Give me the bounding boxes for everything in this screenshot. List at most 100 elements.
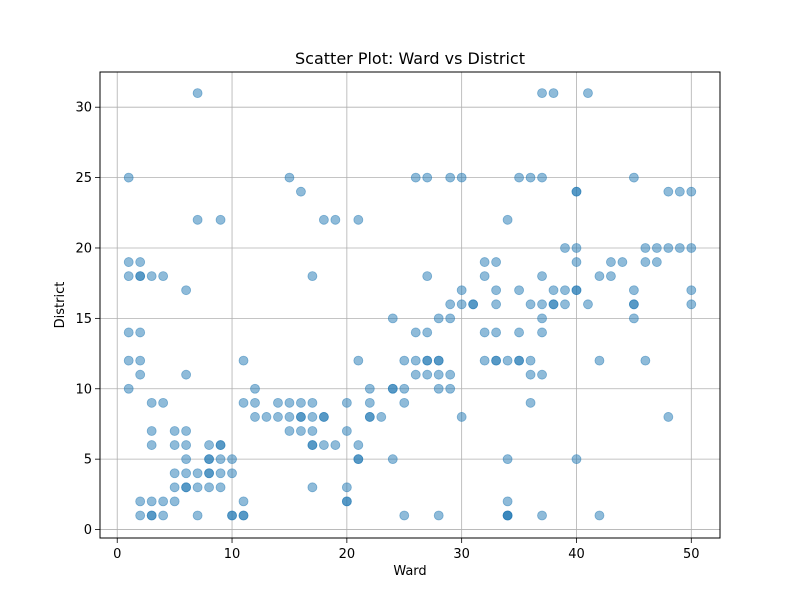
scatter-point — [169, 496, 180, 507]
scatter-point — [548, 285, 559, 296]
scatter-point — [158, 271, 169, 282]
scatter-point — [628, 299, 639, 310]
data-points — [123, 88, 697, 521]
scatter-point — [158, 397, 169, 408]
scatter-point — [353, 214, 364, 225]
scatter-point — [135, 355, 146, 366]
scatter-point — [181, 369, 192, 380]
scatter-point — [583, 299, 593, 310]
scatter-point — [284, 172, 295, 183]
scatter-point — [181, 440, 192, 450]
scatter-point — [674, 186, 685, 197]
scatter-point — [123, 172, 134, 183]
scatter-point — [456, 285, 467, 296]
y-tick-label: 5 — [84, 453, 92, 468]
scatter-point — [307, 426, 318, 436]
scatter-point — [525, 369, 536, 380]
scatter-point — [537, 313, 547, 324]
scatter-point — [640, 257, 651, 267]
scatter-point — [410, 369, 421, 380]
scatter-point — [238, 496, 249, 507]
axis-ticks: 0 10 20 30 40 50 0 5 10 15 20 25 30 — [75, 101, 699, 562]
scatter-point — [502, 510, 513, 521]
scatter-point — [227, 454, 237, 465]
scatter-point — [307, 440, 318, 450]
scatter-point — [456, 172, 467, 183]
scatter-point — [571, 186, 582, 197]
scatter-point — [135, 327, 146, 338]
scatter-point — [491, 299, 502, 310]
scatter-point — [341, 426, 352, 436]
scatter-point — [192, 510, 203, 521]
scatter-point — [123, 327, 134, 338]
scatter-point — [525, 172, 536, 183]
scatter-point — [640, 355, 651, 366]
scatter-point — [571, 454, 582, 465]
scatter-point — [433, 313, 444, 324]
scatter-point — [422, 369, 433, 380]
scatter-point — [169, 482, 180, 493]
scatter-point — [135, 257, 146, 267]
scatter-point — [123, 271, 134, 282]
scatter-point — [135, 271, 146, 282]
scatter-point — [491, 327, 502, 338]
scatter-point — [548, 88, 559, 99]
scatter-point — [146, 271, 157, 282]
scatter-point — [456, 299, 467, 310]
scatter-point — [399, 355, 410, 366]
x-tick-label: 30 — [453, 547, 470, 562]
scatter-point — [445, 369, 456, 380]
scatter-point — [456, 412, 467, 422]
scatter-point — [146, 397, 157, 408]
scatter-point — [628, 285, 639, 296]
x-tick-label: 40 — [568, 547, 585, 562]
scatter-point — [284, 412, 295, 422]
x-axis-label: Ward — [393, 564, 426, 579]
scatter-point — [514, 172, 524, 183]
y-tick-label: 10 — [75, 382, 92, 397]
scatter-point — [181, 285, 192, 296]
scatter-point — [307, 271, 318, 282]
scatter-point — [663, 186, 674, 197]
scatter-point — [617, 257, 628, 267]
scatter-point — [227, 468, 237, 479]
scatter-point — [686, 299, 697, 310]
scatter-point — [353, 440, 364, 450]
scatter-point — [146, 440, 157, 450]
scatter-point — [640, 243, 651, 253]
y-tick-label: 25 — [75, 171, 92, 186]
scatter-point — [628, 313, 639, 324]
scatter-point — [410, 327, 421, 338]
scatter-point — [296, 426, 306, 436]
scatter-point — [571, 243, 582, 253]
scatter-point — [594, 355, 605, 366]
scatter-point — [238, 397, 249, 408]
y-tick-label: 20 — [75, 241, 92, 256]
scatter-point — [318, 440, 329, 450]
scatter-point — [364, 397, 375, 408]
scatter-point — [318, 214, 329, 225]
scatter-point — [674, 243, 685, 253]
y-tick-label: 15 — [75, 312, 92, 327]
scatter-point — [330, 440, 341, 450]
scatter-point — [273, 412, 283, 422]
scatter-point — [341, 482, 352, 493]
scatter-point — [135, 369, 146, 380]
scatter-point — [686, 243, 697, 253]
scatter-point — [468, 299, 479, 310]
scatter-point — [445, 383, 456, 394]
scatter-point — [284, 397, 295, 408]
scatter-point — [479, 271, 490, 282]
y-tick-label: 0 — [84, 523, 92, 538]
scatter-point — [445, 313, 456, 324]
scatter-point — [296, 412, 306, 422]
scatter-point — [192, 88, 203, 99]
scatter-point — [192, 214, 203, 225]
scatter-point — [169, 440, 180, 450]
scatter-point — [238, 355, 249, 366]
scatter-point — [399, 383, 410, 394]
scatter-point — [422, 327, 433, 338]
scatter-point — [250, 383, 260, 394]
scatter-point — [192, 468, 203, 479]
